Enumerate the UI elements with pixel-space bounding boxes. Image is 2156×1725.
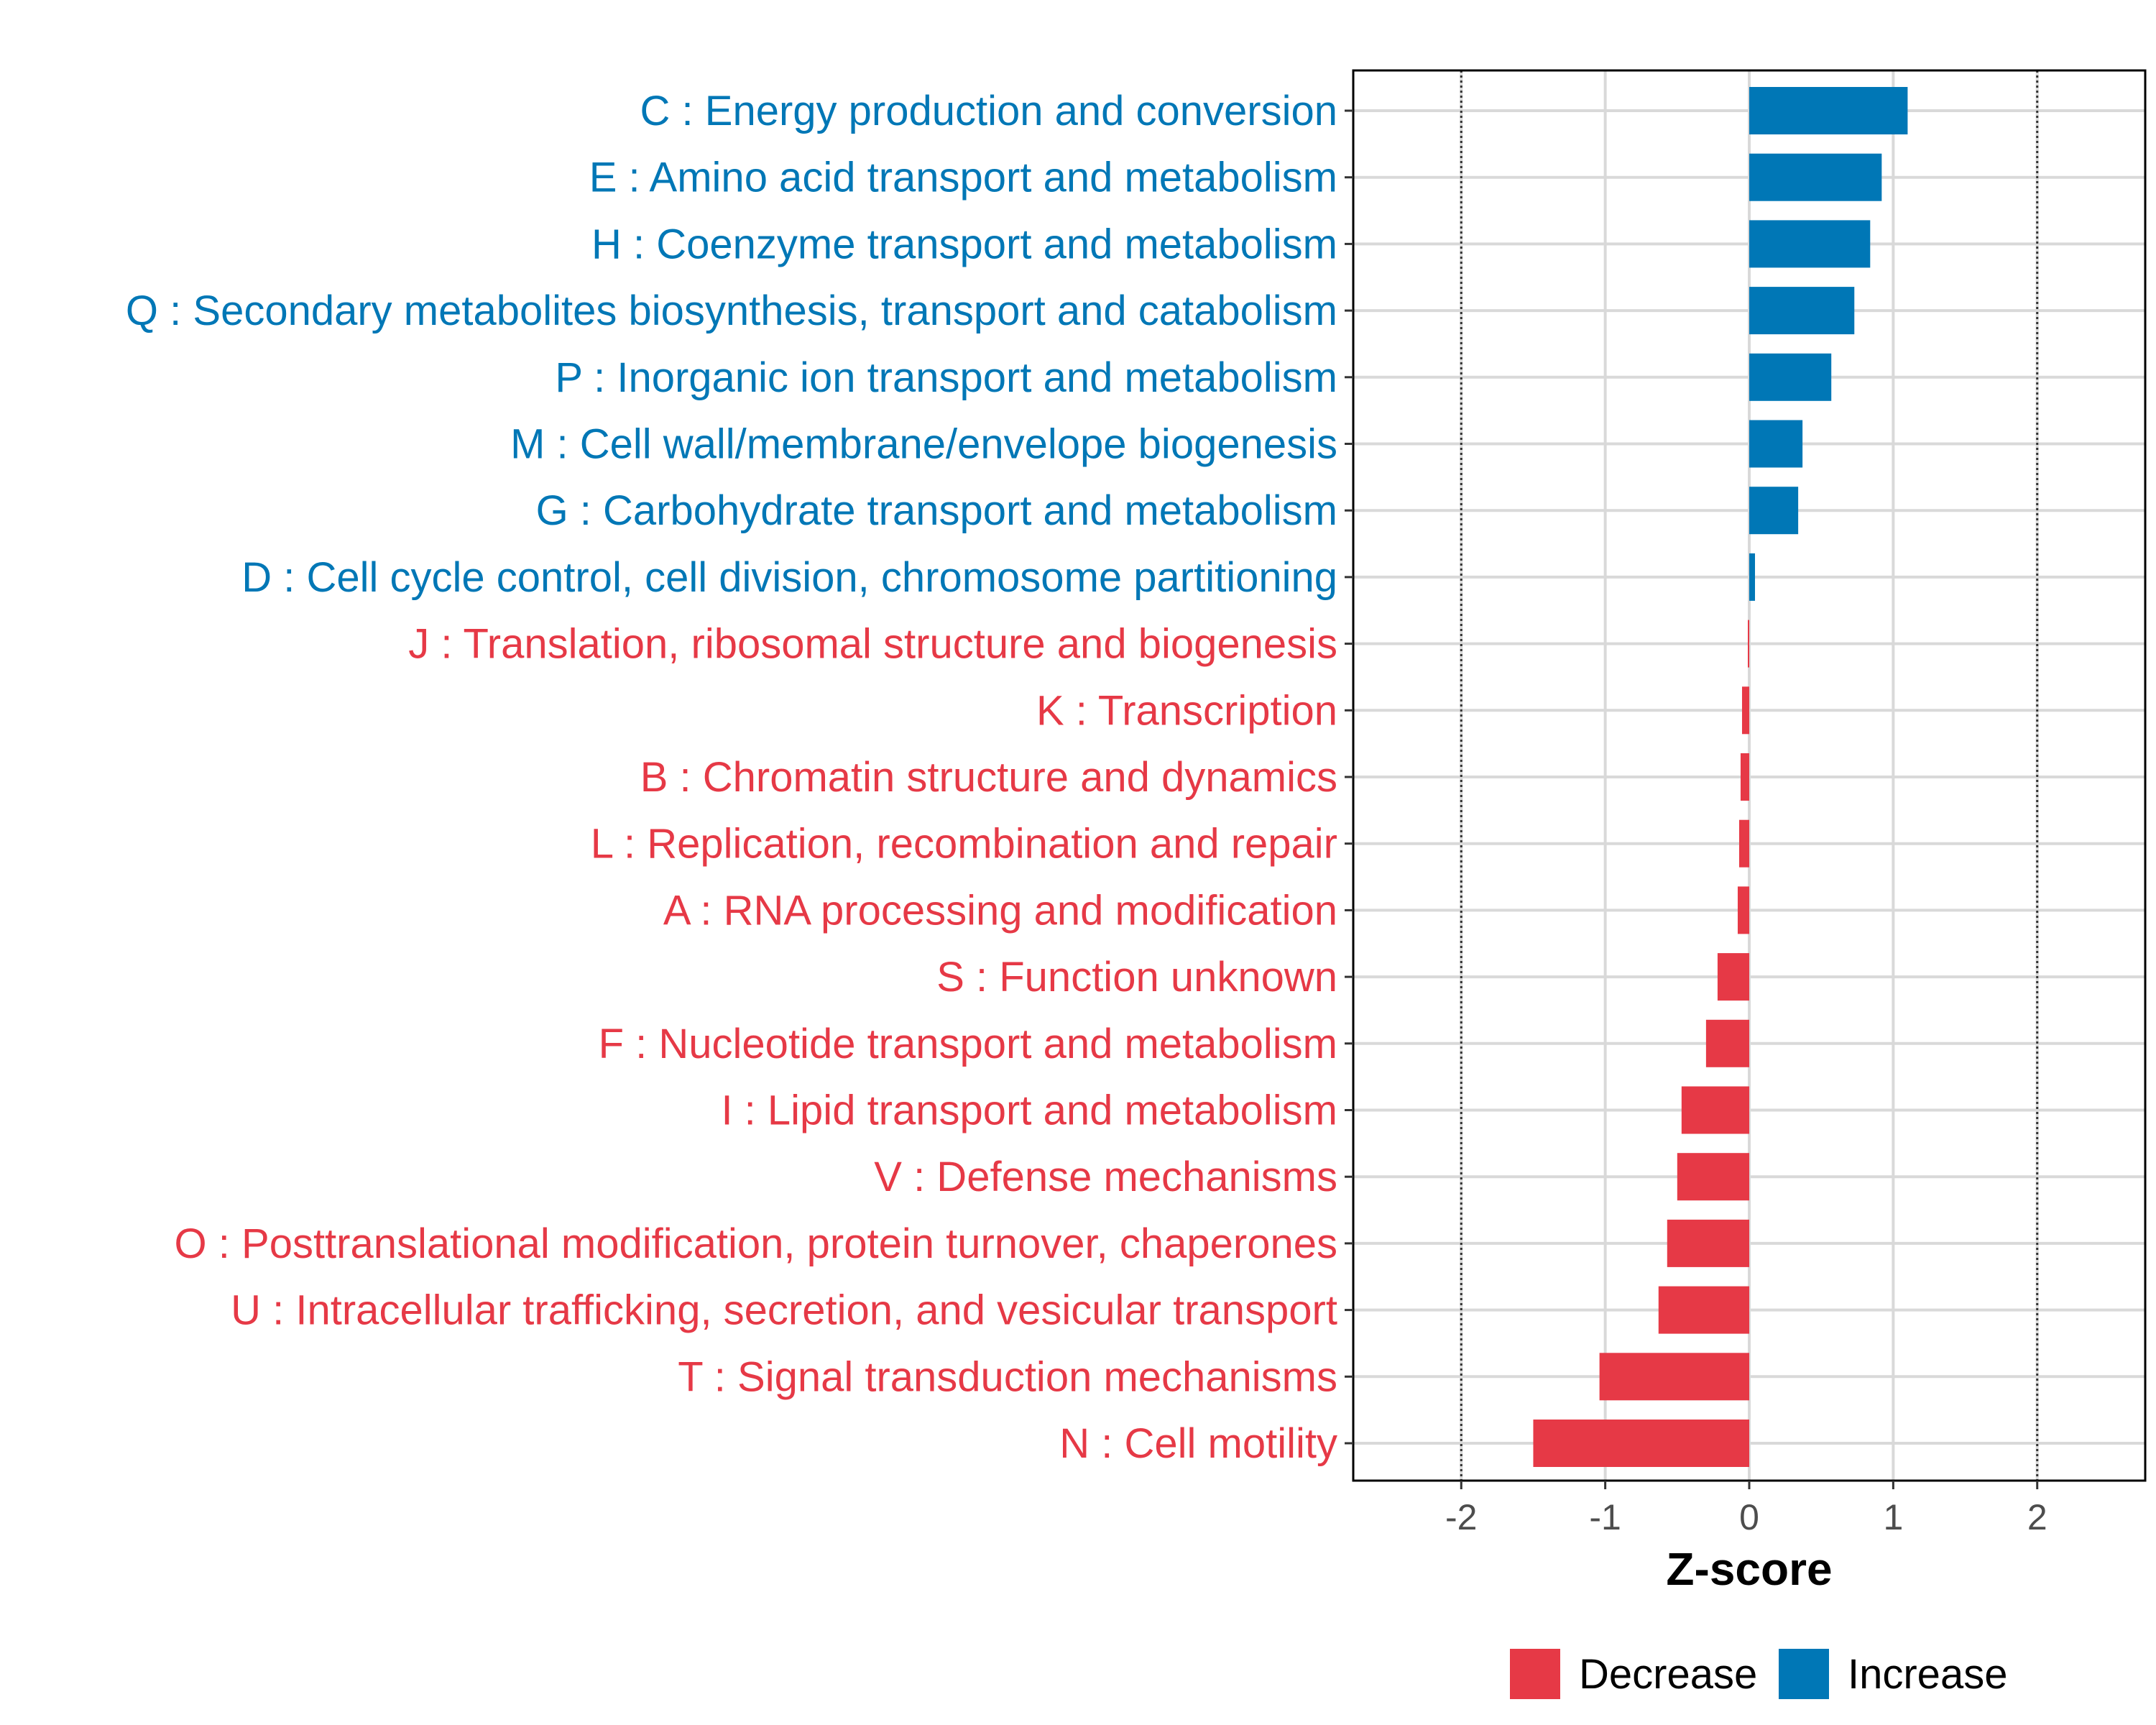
legend-label: Decrease	[1579, 1651, 1757, 1698]
category-label: U : Intracellular trafficking, secretion…	[231, 1287, 1337, 1334]
category-label: V : Defense mechanisms	[874, 1154, 1337, 1200]
category-label: D : Cell cycle control, cell division, c…	[241, 554, 1337, 601]
bar	[1749, 87, 1908, 134]
x-tick-label: -2	[1445, 1497, 1477, 1537]
x-axis-ticks: -2 -1 0 1 2	[1445, 1481, 2047, 1537]
x-tick-label: 1	[1883, 1497, 1903, 1537]
category-label: Q : Secondary metabolites biosynthesis, …	[126, 288, 1337, 334]
category-label: G : Carbohydrate transport and metabolis…	[536, 487, 1337, 534]
x-tick-label: -1	[1589, 1497, 1621, 1537]
category-label: T : Signal transduction mechanisms	[678, 1353, 1337, 1400]
bars	[1533, 87, 1908, 1467]
x-tick-label: 2	[2027, 1497, 2047, 1537]
category-label: A : RNA processing and modification	[663, 887, 1337, 934]
legend-key	[1779, 1649, 1829, 1699]
bar	[1677, 1153, 1749, 1201]
legend-key	[1510, 1649, 1560, 1699]
bar	[1749, 287, 1855, 335]
category-label: L : Replication, recombination and repai…	[591, 821, 1337, 868]
category-labels: C : Energy production and conversion E : …	[126, 88, 1337, 1467]
reference-lines	[1460, 70, 2039, 1481]
bar	[1681, 1086, 1749, 1134]
bar	[1705, 1019, 1749, 1067]
x-axis-title: Z-score	[1666, 1543, 1832, 1595]
category-label: O : Posttranslational modification, prot…	[175, 1220, 1337, 1267]
bar	[1667, 1219, 1749, 1267]
category-label: J : Translation, ribosomal structure and…	[408, 621, 1337, 668]
category-label: K : Transcription	[1036, 687, 1337, 734]
bar	[1738, 819, 1749, 868]
bar	[1749, 420, 1803, 468]
bar	[1599, 1353, 1749, 1401]
bar	[1749, 220, 1871, 268]
category-label: N : Cell motility	[1059, 1420, 1337, 1467]
category-label: B : Chromatin structure and dynamics	[640, 754, 1337, 801]
bar	[1749, 553, 1756, 601]
category-label: C : Energy production and conversion	[640, 88, 1337, 134]
x-tick-label: 0	[1739, 1497, 1759, 1537]
legend: Decrease Increase	[1510, 1649, 2007, 1699]
category-label: E : Amino acid transport and metabolism	[589, 155, 1337, 201]
bar	[1658, 1286, 1749, 1334]
category-label: H : Coenzyme transport and metabolism	[591, 221, 1337, 267]
bar	[1717, 953, 1749, 1001]
category-label: P : Inorganic ion transport and metaboli…	[555, 354, 1337, 401]
category-label: I : Lipid transport and metabolism	[721, 1087, 1337, 1134]
bar	[1741, 686, 1749, 735]
bar	[1749, 353, 1832, 401]
category-label: M : Cell wall/membrane/envelope biogenes…	[510, 421, 1337, 468]
bar	[1749, 153, 1882, 201]
bar	[1533, 1420, 1749, 1467]
bar	[1737, 886, 1749, 934]
legend-label: Increase	[1848, 1651, 2007, 1698]
category-label: S : Function unknown	[936, 954, 1337, 1000]
category-label: F : Nucleotide transport and metabolism	[599, 1021, 1337, 1067]
y-axis-ticks	[1345, 109, 1353, 1445]
bar	[1740, 753, 1749, 801]
bar	[1747, 620, 1749, 668]
bar	[1749, 487, 1799, 535]
